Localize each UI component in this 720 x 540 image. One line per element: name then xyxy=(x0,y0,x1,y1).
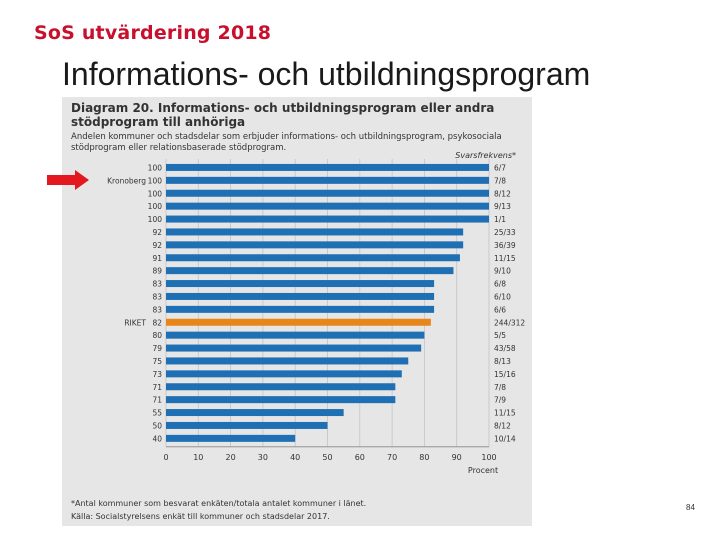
x-tick-label: 10 xyxy=(193,453,203,462)
bar xyxy=(166,292,435,300)
value-label: 79 xyxy=(152,344,162,353)
response-rate-label: 244/312 xyxy=(494,318,525,327)
chart-source: Källa: Socialstyrelsens enkät till kommu… xyxy=(71,512,330,521)
bar-highlight xyxy=(166,318,431,326)
bar xyxy=(166,254,460,262)
response-rate-label: 9/10 xyxy=(494,267,511,276)
x-tick-label: 40 xyxy=(290,453,300,462)
response-rate-label: 36/39 xyxy=(494,241,516,250)
value-label: 73 xyxy=(152,370,162,379)
value-label: 55 xyxy=(152,409,162,418)
response-rate-label: 43/58 xyxy=(494,344,516,353)
bar xyxy=(166,228,464,236)
response-rate-label: 8/13 xyxy=(494,357,511,366)
value-label: 80 xyxy=(152,331,162,340)
bar xyxy=(166,176,489,184)
bar xyxy=(166,202,489,210)
response-rate-label: 6/8 xyxy=(494,280,506,289)
bar xyxy=(166,280,435,288)
bar xyxy=(166,396,396,404)
response-rate-label: 6/7 xyxy=(494,163,506,172)
value-label: 91 xyxy=(152,254,162,263)
bar xyxy=(166,331,425,339)
chart-subtitle: Andelen kommuner och stadsdelar som erbj… xyxy=(71,132,502,153)
x-tick-label: 100 xyxy=(481,453,496,462)
value-label: 100 xyxy=(148,163,163,172)
chart-footnote: *Antal kommuner som besvarat enkäten/tot… xyxy=(71,499,367,508)
response-rate-label: 15/16 xyxy=(494,370,516,379)
response-rate-label: 8/12 xyxy=(494,421,511,430)
bar xyxy=(166,267,454,275)
response-rate-label: 5/5 xyxy=(494,331,506,340)
category-label: RIKET xyxy=(124,318,146,327)
bar xyxy=(166,189,489,197)
x-tick-label: 80 xyxy=(419,453,429,462)
response-rate-label: 7/8 xyxy=(494,176,506,185)
bar xyxy=(166,344,422,352)
page-number: 84 xyxy=(686,503,695,512)
value-label: 83 xyxy=(152,292,162,301)
chart-figure: Diagram 20. Informations- och utbildning… xyxy=(62,97,532,526)
bar xyxy=(166,370,402,378)
response-rate-label: 11/15 xyxy=(494,254,516,263)
value-label: 100 xyxy=(148,202,163,211)
bar xyxy=(166,434,296,442)
x-axis-label: Procent xyxy=(468,466,498,475)
x-tick-label: 20 xyxy=(226,453,236,462)
value-label: 71 xyxy=(152,383,162,392)
value-label: 92 xyxy=(152,241,162,250)
bar xyxy=(166,421,328,429)
value-label: 83 xyxy=(152,305,162,314)
brand-logo: SoS utvärdering 2018 xyxy=(34,22,272,44)
x-tick-label: 90 xyxy=(452,453,462,462)
response-rate-label: 10/14 xyxy=(494,434,516,443)
bar xyxy=(166,357,409,365)
response-column-header: Svarsfrekvens* xyxy=(455,151,516,160)
value-label: 92 xyxy=(152,228,162,237)
value-label: 89 xyxy=(152,267,162,276)
value-label: 82 xyxy=(152,318,162,327)
response-rate-label: 9/13 xyxy=(494,202,511,211)
response-rate-label: 7/8 xyxy=(494,383,506,392)
response-rate-label: 1/1 xyxy=(494,215,506,224)
response-rate-label: 11/15 xyxy=(494,409,516,418)
slide-title: Informations- och utbildningsprogram xyxy=(62,56,591,92)
value-label: 71 xyxy=(152,396,162,405)
x-tick-label: 50 xyxy=(322,453,332,462)
response-rate-label: 6/6 xyxy=(494,305,506,314)
x-tick-label: 70 xyxy=(387,453,397,462)
response-rate-label: 7/9 xyxy=(494,396,506,405)
value-label: 83 xyxy=(152,280,162,289)
bar xyxy=(166,241,464,249)
bar xyxy=(166,383,396,391)
x-tick-label: 60 xyxy=(355,453,365,462)
bar xyxy=(166,215,489,223)
value-label: 100 xyxy=(148,215,163,224)
category-label: Kronoberg xyxy=(107,176,146,185)
bar xyxy=(166,409,344,417)
value-label: 100 xyxy=(148,189,163,198)
bar xyxy=(166,163,489,171)
chart-title: Diagram 20. Informations- och utbildning… xyxy=(71,101,495,129)
x-tick-label: 0 xyxy=(163,453,168,462)
response-rate-label: 25/33 xyxy=(494,228,516,237)
bar xyxy=(166,305,435,313)
x-tick-label: 30 xyxy=(258,453,268,462)
value-label: 40 xyxy=(152,434,162,443)
value-label: 50 xyxy=(152,421,162,430)
response-rate-label: 6/10 xyxy=(494,292,511,301)
bar-chart: Svarsfrekvens* 0 10 20 30 40 50 60 70 80 90 100 Proc… xyxy=(107,151,525,475)
response-rate-label: 8/12 xyxy=(494,189,511,198)
value-label: 75 xyxy=(152,357,162,366)
value-label: 100 xyxy=(148,176,163,185)
red-arrow-icon xyxy=(47,170,89,191)
